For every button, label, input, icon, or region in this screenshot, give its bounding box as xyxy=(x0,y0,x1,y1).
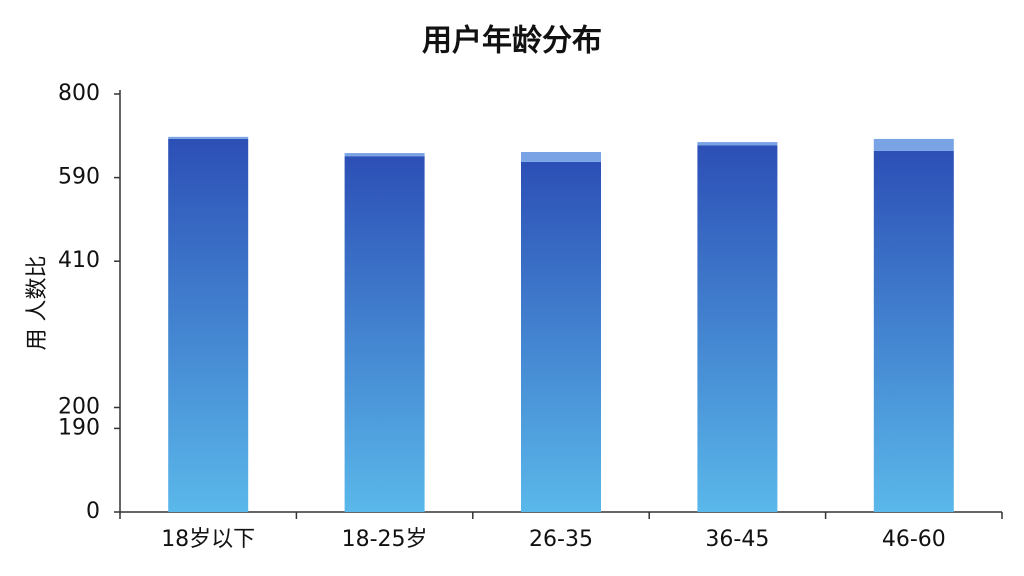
y-tick-label: 0 xyxy=(86,499,100,524)
bar-segment xyxy=(697,142,778,146)
y-axis-label: 用 人数比 xyxy=(25,256,50,351)
chart-title: 用户年龄分布 xyxy=(422,24,602,59)
y-tick-label: 190 xyxy=(58,415,100,440)
bar-segment xyxy=(873,150,954,512)
x-tick-label: 18-25岁 xyxy=(342,527,428,552)
bar-segment xyxy=(697,145,778,512)
bar-segment xyxy=(521,151,601,162)
x-tick-label: 18岁以下 xyxy=(161,527,255,552)
bar-segment xyxy=(521,161,601,513)
bar-segment xyxy=(168,136,249,139)
y-tick-label: 410 xyxy=(58,248,100,273)
y-tick-label: 200 xyxy=(58,395,100,420)
y-tick-label: 590 xyxy=(58,165,100,190)
bar-segment xyxy=(344,153,425,157)
x-tick-label: 36-45 xyxy=(705,527,769,552)
x-tick-label: 46-60 xyxy=(882,527,946,552)
bar-segment xyxy=(168,138,249,512)
x-tick-label: 26-35 xyxy=(529,527,593,552)
y-tick-label: 800 xyxy=(58,81,100,106)
bar-segment xyxy=(873,138,954,151)
bar-segment xyxy=(344,156,425,513)
